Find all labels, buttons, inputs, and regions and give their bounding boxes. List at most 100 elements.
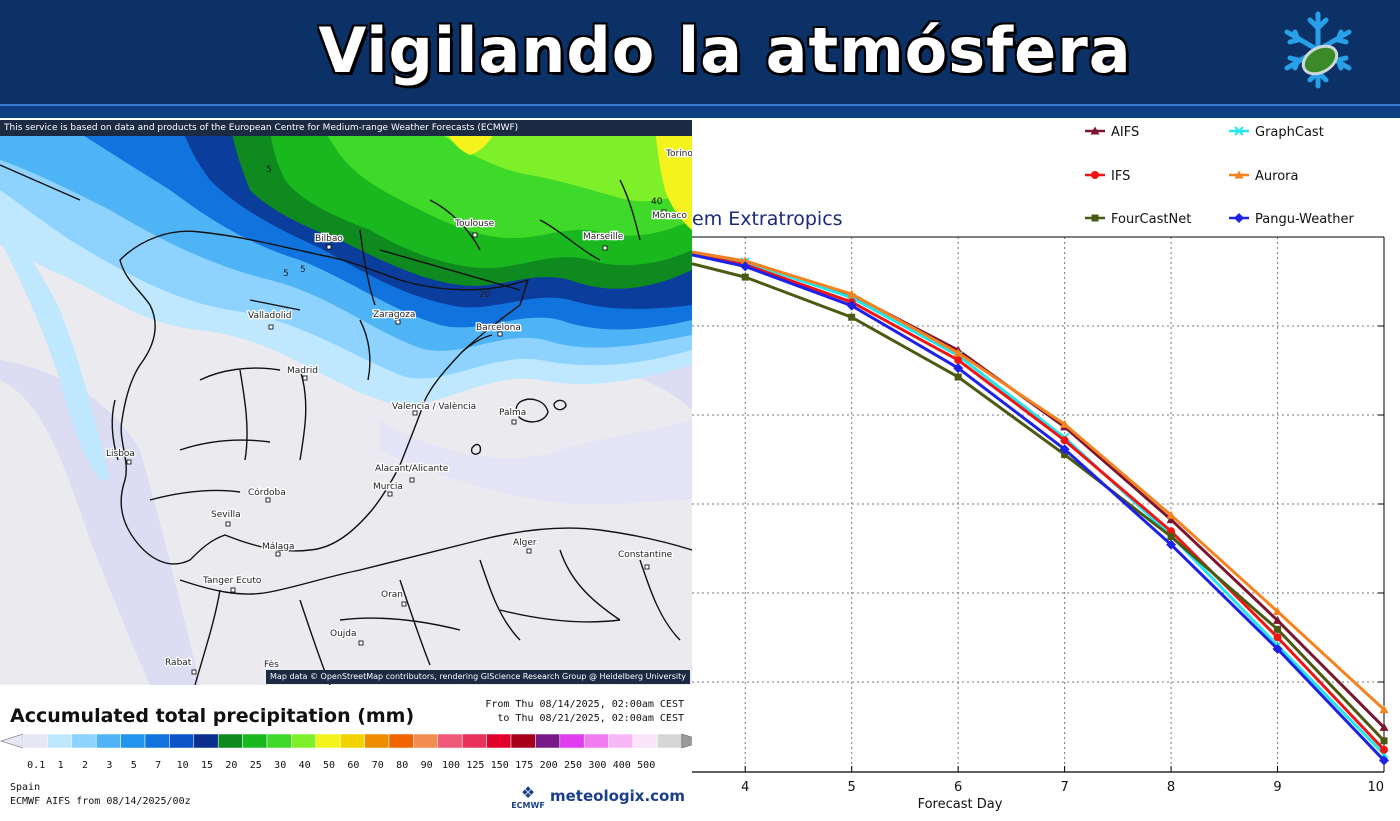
city-label-rabat: Rabat	[165, 658, 192, 668]
data-point	[1234, 170, 1244, 179]
colorbar-cell	[608, 733, 634, 749]
colorbar-cell	[291, 733, 317, 749]
colorbar-cell	[242, 733, 268, 749]
data-point	[1272, 643, 1283, 654]
x-tick-label: 7	[1060, 780, 1068, 795]
colorbar-tick-label: 70	[372, 760, 384, 771]
series-line	[691, 253, 1386, 751]
colorbar-cell	[657, 733, 683, 749]
colorbar-tick-label: 7	[155, 760, 161, 771]
data-point	[1379, 755, 1389, 766]
data-point	[1380, 745, 1388, 754]
region-label: Spain	[10, 782, 41, 793]
colorbar-cell	[193, 733, 219, 749]
colorbar-cell	[315, 733, 341, 749]
colorbar-cell	[120, 733, 146, 749]
data-point	[1167, 533, 1175, 541]
city-label-oran: Oran	[381, 590, 403, 600]
ecmwf-logo[interactable]: ❖ ECMWF	[510, 785, 546, 815]
colorbar-tick-label: 100	[442, 760, 460, 771]
colorbar-cell	[217, 733, 243, 749]
city-label-zaragoza: Zaragoza	[373, 310, 415, 320]
ecmwf-logo-text: ECMWF	[511, 801, 545, 810]
snowflake-leaf-icon	[1284, 11, 1352, 89]
city-label-valencia: Valencia / València	[392, 401, 476, 412]
x-tick-label: 6	[954, 780, 962, 795]
colorbar-tick-label: 175	[515, 760, 533, 771]
precipitation-colorbar: 0.1 1 2 3 5 7 10 15 20 25 30 40 50 60 70 80 90 100 125 150 1…	[0, 733, 692, 771]
city-label-palma: Palma	[499, 408, 526, 418]
colorbar-cell	[437, 733, 463, 749]
meteologix-brand[interactable]: meteologix.com	[550, 787, 685, 805]
data-point	[1166, 539, 1177, 550]
x-tick-label: 9	[1273, 780, 1281, 795]
period-from: From Thu 08/14/2025, 02:00am CEST	[485, 699, 684, 710]
colorbar-tick-label: 10	[177, 760, 189, 771]
series-line	[691, 253, 1386, 762]
city-label-torino: Torino	[665, 149, 692, 159]
city-label-constantine: Constantine	[618, 550, 673, 560]
city-label-barcelona: Barcelona	[476, 323, 521, 333]
data-point	[1166, 510, 1176, 519]
data-point	[740, 261, 751, 272]
colorbar-tick-label: 150	[491, 760, 509, 771]
city-label-fes: Fès	[264, 659, 279, 670]
colorbar-cell	[461, 733, 487, 749]
city-label-toulouse: Toulouse	[454, 219, 495, 229]
colorbar-cell	[266, 733, 292, 749]
colorbar-tick-label: 5	[131, 760, 137, 771]
colorbar-cell	[22, 733, 48, 749]
data-point	[1274, 625, 1282, 633]
city-label-lisboa: Lisboa	[106, 449, 135, 459]
city-label-alger: Alger	[513, 538, 537, 548]
contour-label: 40	[651, 197, 663, 207]
city-label-oujda: Oujda	[330, 629, 357, 639]
contour-label: 5	[300, 265, 306, 275]
colorbar-tick-label: 90	[421, 760, 433, 771]
data-point	[846, 300, 857, 311]
city-label-cordoba: Córdoba	[248, 487, 286, 498]
city-label-valladolid: Valladolid	[248, 311, 291, 321]
colorbar-tick-label: 125	[466, 760, 484, 771]
contour-label: 5	[266, 165, 272, 175]
city-label-tanger: Tanger Ecuto	[202, 576, 262, 586]
contour-label: 5	[283, 269, 289, 279]
colorbar-cell	[71, 733, 97, 749]
city-label-sevilla: Sevilla	[211, 510, 241, 520]
colorbar-tick-label: 0.1	[27, 760, 45, 771]
data-point	[1059, 444, 1070, 455]
colorbar-arrow-right	[681, 733, 692, 749]
period-to: to Thu 08/21/2025, 02:00am CEST	[497, 713, 684, 724]
legend-label: Pangu-Weather	[1255, 212, 1355, 227]
skill-score-chart: 4 5 6 7 8 9 10 Forecast Day em Extratropics AIFS G…	[691, 120, 1400, 817]
series-line	[691, 250, 1386, 729]
colorbar-cell	[535, 733, 561, 749]
ecmwf-logo-icon: ❖	[520, 783, 536, 802]
data-point	[1380, 737, 1388, 745]
colorbar-tick-label: 40	[299, 760, 311, 771]
precipitation-map[interactable]: Bilbao Toulouse Marseille Monaco Torino …	[0, 120, 692, 685]
colorbar-tick-label: 80	[396, 760, 408, 771]
colorbar-cell	[632, 733, 658, 749]
colorbar-cell	[169, 733, 195, 749]
colorbar-tick-label: 50	[323, 760, 335, 771]
colorbar-tick-label: 60	[347, 760, 359, 771]
data-point	[1273, 615, 1283, 624]
colorbar-arrow-left	[0, 733, 24, 749]
colorbar-tick-label: 3	[106, 760, 112, 771]
data-point	[847, 289, 857, 298]
x-tick-label: 5	[848, 780, 856, 795]
colorbar-cell	[413, 733, 439, 749]
legend-label: AIFS	[1111, 125, 1139, 140]
model-label: ECMWF AIFS from 08/14/2025/00z	[10, 796, 191, 807]
data-point	[848, 313, 856, 321]
data-point	[1061, 451, 1069, 459]
colorbar-cell	[339, 733, 365, 749]
colorbar-tick-label: 20	[225, 760, 237, 771]
colorbar-tick-label: 200	[540, 760, 558, 771]
colorbar-tick-label: 1	[58, 760, 64, 771]
legend-label: FourCastNet	[1111, 212, 1191, 227]
map-credit[interactable]: Map data © OpenStreetMap contributors, r…	[266, 670, 690, 684]
data-point	[1379, 705, 1389, 714]
legend-title: Accumulated total precipitation (mm)	[10, 705, 415, 727]
